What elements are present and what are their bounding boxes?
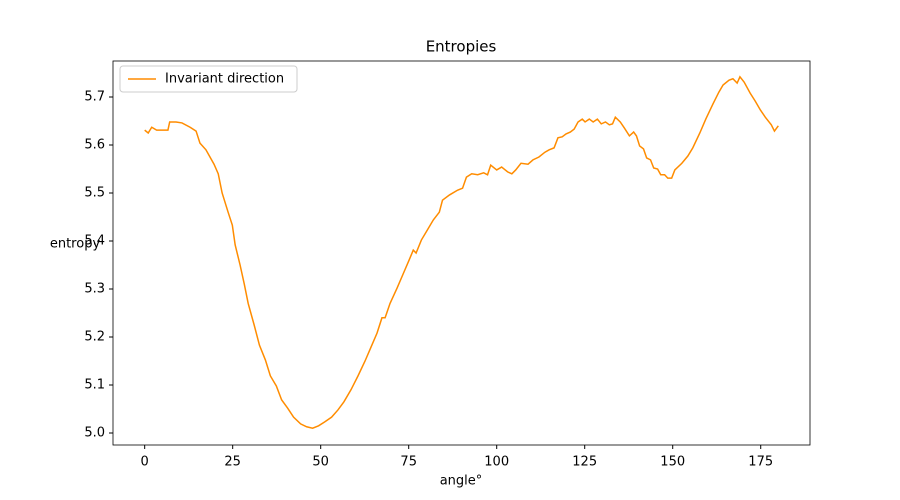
x-tick-label: 75: [400, 455, 417, 470]
y-tick-label: 5.1: [84, 378, 105, 393]
y-tick-label: 5.3: [84, 282, 105, 297]
legend-label: Invariant direction: [165, 72, 284, 87]
x-tick-label: 125: [572, 455, 597, 470]
y-tick-label: 5.4: [84, 234, 105, 249]
y-tick-label: 5.0: [84, 426, 105, 441]
chart-title: Entropies: [426, 38, 497, 56]
data-line: [144, 75, 779, 429]
x-tick-label: 100: [484, 455, 509, 470]
plot-frame: [112, 60, 811, 446]
x-tick-label: 175: [748, 455, 773, 470]
x-axis-label: angle°: [440, 474, 483, 489]
y-tick-label: 5.6: [84, 138, 105, 153]
legend-box: [119, 65, 298, 93]
y-tick-label: 5.7: [84, 90, 105, 105]
x-tick-label: 25: [224, 455, 241, 470]
y-axis-label: entropy: [50, 237, 101, 252]
x-tick-label: 150: [660, 455, 685, 470]
y-tick-label: 5.2: [84, 330, 105, 345]
x-tick-label: 0: [141, 455, 149, 470]
x-tick-label: 50: [312, 455, 329, 470]
y-tick-label: 5.5: [84, 186, 105, 201]
